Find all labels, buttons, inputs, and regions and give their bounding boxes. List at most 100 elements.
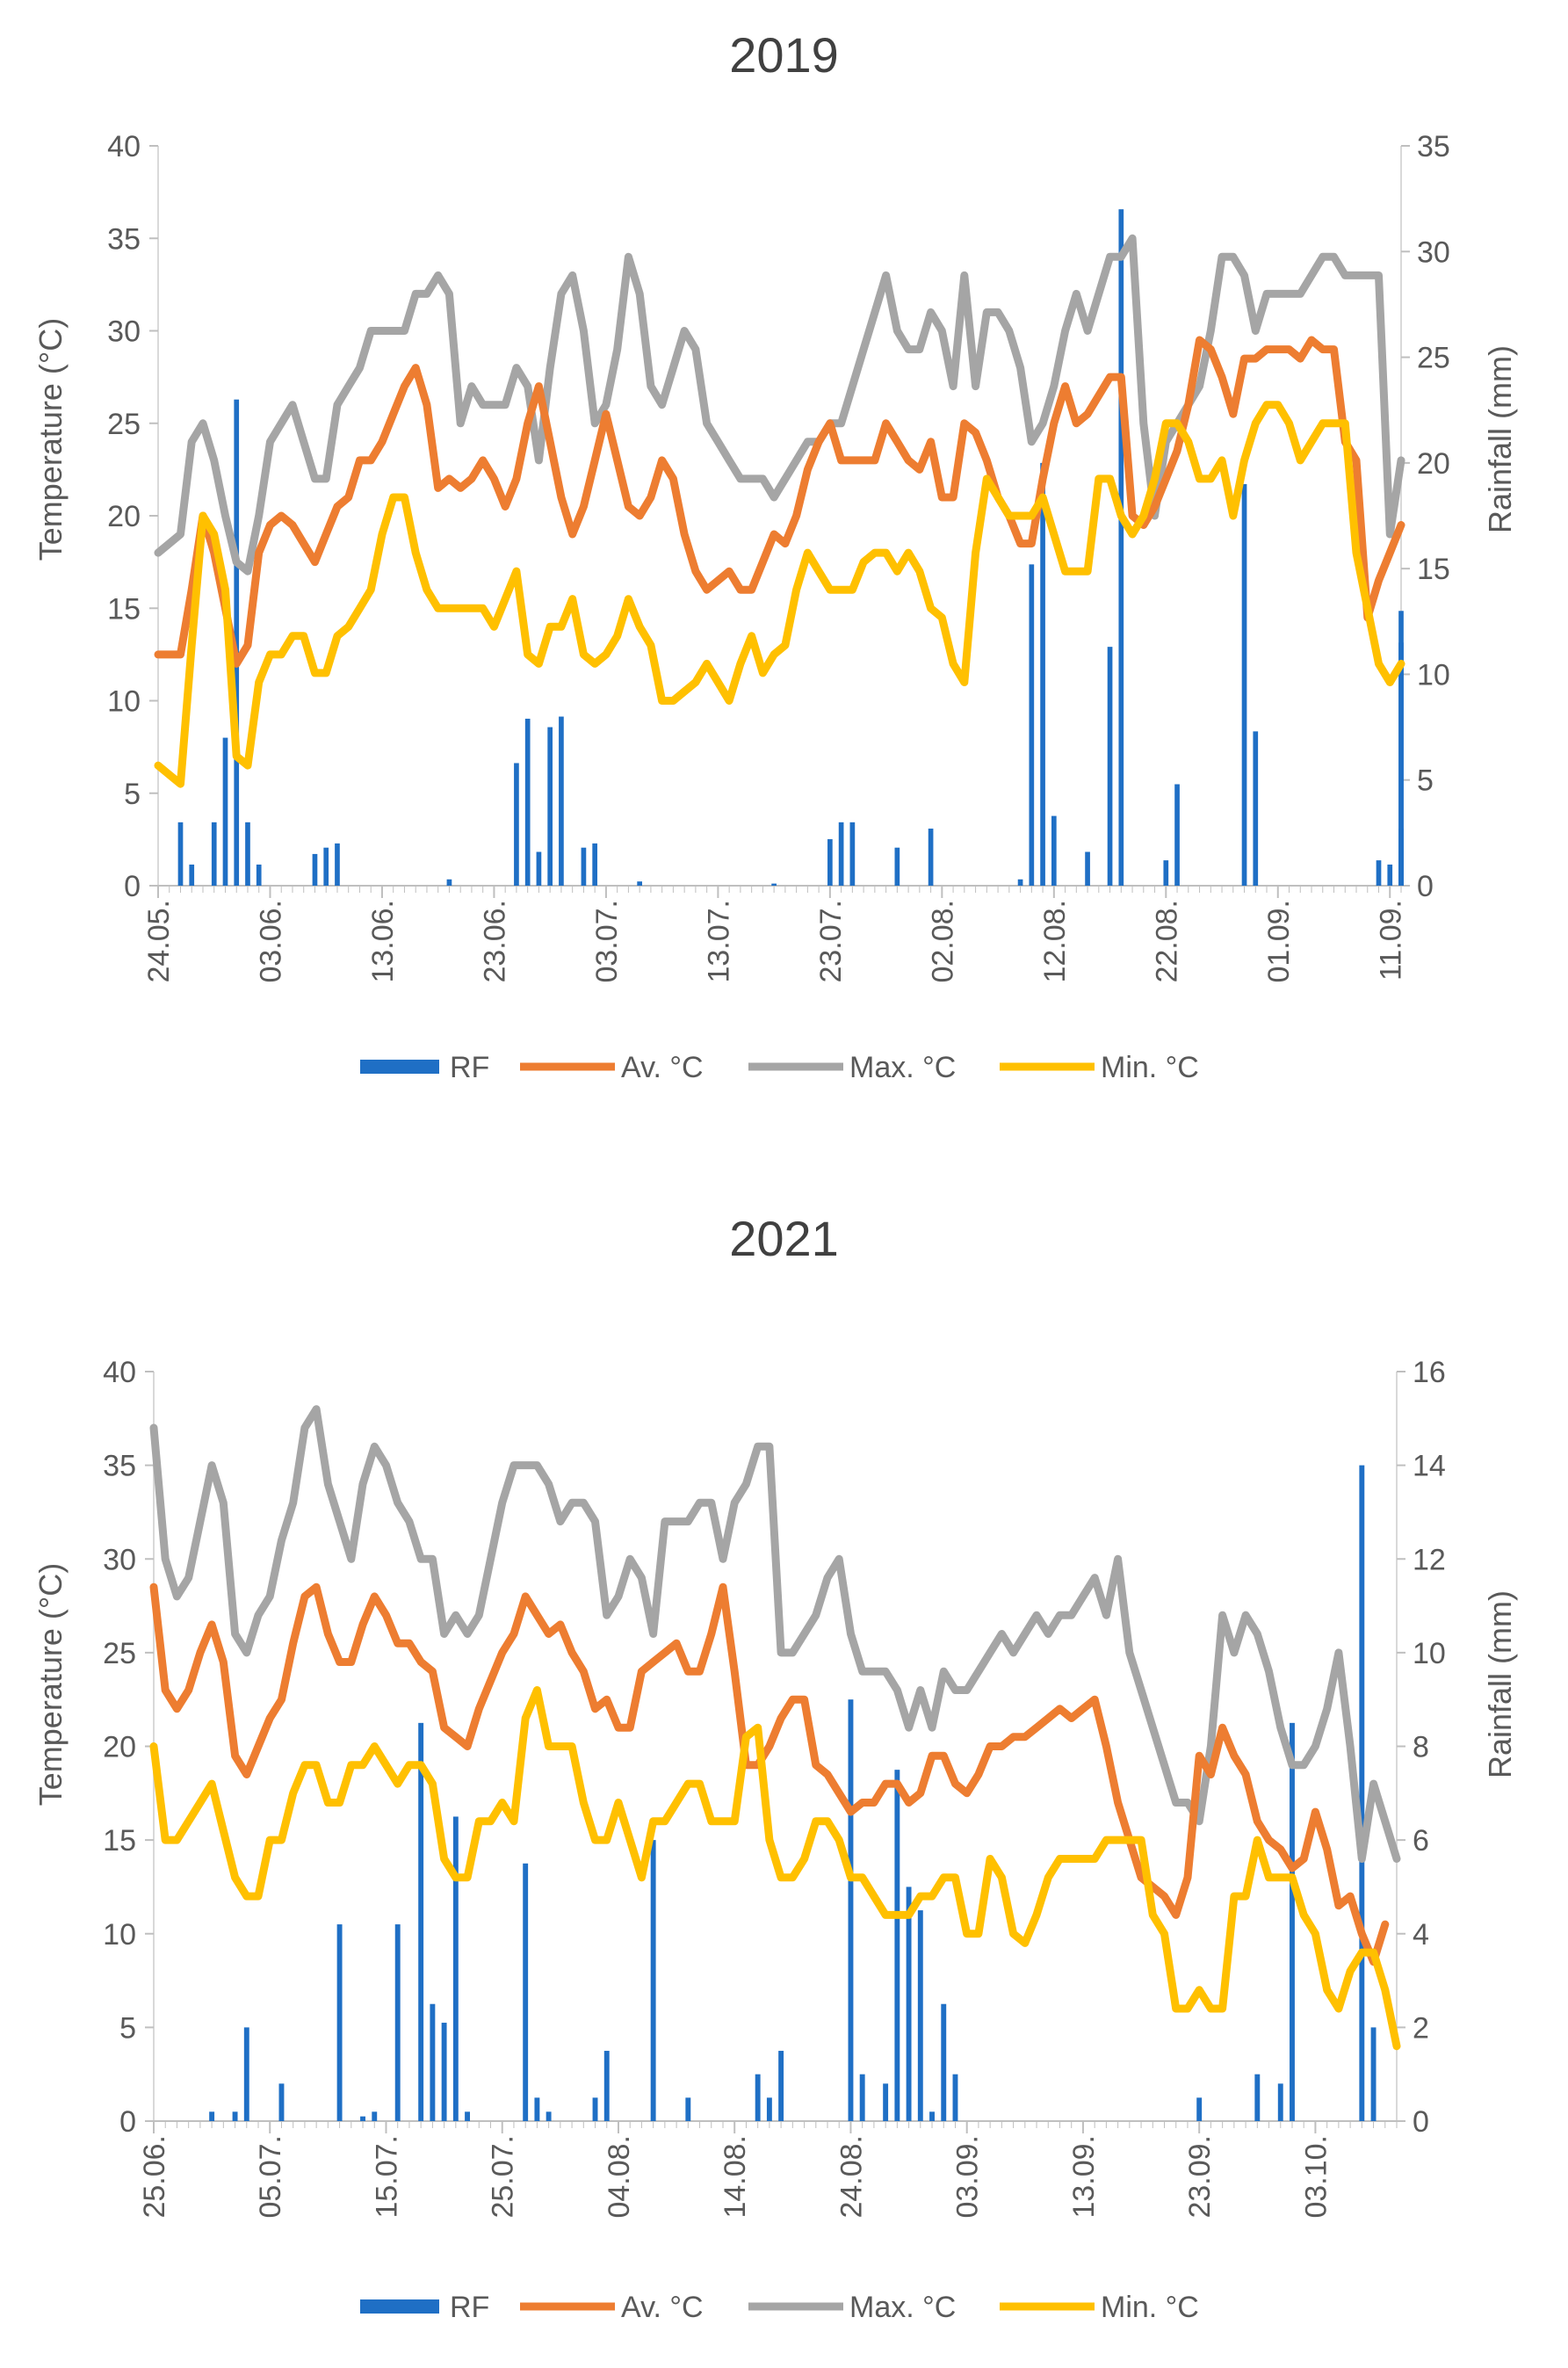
y-tick-label: 5 xyxy=(124,778,141,811)
rainfall-bar xyxy=(446,879,452,886)
y2-tick-label: 8 xyxy=(1413,1731,1429,1764)
rainfall-bar xyxy=(430,2003,436,2121)
x-tick-label: 23.06. xyxy=(478,900,511,983)
x-tick-label: 11.09. xyxy=(1374,900,1407,981)
y-tick-label: 30 xyxy=(103,1543,136,1576)
rainfall-bar xyxy=(1387,864,1393,886)
y2-tick-label: 6 xyxy=(1413,1824,1429,1857)
rainfall-bar xyxy=(1290,1722,1295,2121)
rainfall-bar xyxy=(209,2111,215,2121)
y2-tick-label: 30 xyxy=(1417,235,1450,269)
x-tick-label: 05.07. xyxy=(254,2135,287,2219)
rainfall-bar xyxy=(1174,784,1180,886)
rainfall-bar xyxy=(465,2111,471,2121)
y2-tick-label: 0 xyxy=(1413,2105,1429,2139)
y2-tick-label: 15 xyxy=(1417,553,1450,586)
rainfall-bar xyxy=(592,843,598,886)
rainfall-bar xyxy=(928,829,934,886)
rainfall-bar xyxy=(189,864,195,886)
rainfall-bar xyxy=(234,399,240,887)
y2-tick-label: 14 xyxy=(1413,1450,1446,1483)
rainfall-bar xyxy=(941,2003,947,2121)
x-tick-label: 23.07. xyxy=(814,900,848,983)
rainfall-bar xyxy=(1017,879,1023,886)
y2-tick-label: 10 xyxy=(1417,658,1450,692)
y2-tick-label: 12 xyxy=(1413,1543,1446,1576)
legend-av: Av. °C xyxy=(621,2291,704,2324)
y-tick-label: 25 xyxy=(103,1637,136,1670)
rainfall-bar xyxy=(245,822,250,886)
rainfall-bar xyxy=(452,1816,459,2121)
x-tick-label: 25.07. xyxy=(487,2135,520,2219)
rainfall-bar xyxy=(177,822,184,886)
series-max-line xyxy=(149,1405,1401,1863)
rainfall-bar xyxy=(848,1699,854,2121)
rainfall-bar xyxy=(559,716,564,886)
x-tick-label: 03.06. xyxy=(254,900,287,983)
rainfall-bar xyxy=(766,2097,772,2121)
y-tick-label: 10 xyxy=(103,1918,136,1952)
y-tick-label: 0 xyxy=(119,2105,136,2139)
rainfall-bar xyxy=(1040,462,1045,886)
y2-axis-label: Rainfall (mm) xyxy=(1482,1590,1518,1778)
rainfall-bar xyxy=(1253,731,1259,886)
legend-rf: RF xyxy=(450,1051,489,1084)
rainfall-bar xyxy=(952,2074,958,2121)
x-tick-label: 15.07. xyxy=(370,2135,403,2219)
series-av-line xyxy=(149,1582,1390,1966)
rainfall-bar xyxy=(894,1770,900,2121)
series-min-line xyxy=(154,401,1405,788)
x-tick-label: 01.09. xyxy=(1262,900,1296,983)
y-tick-label: 10 xyxy=(107,685,141,719)
rainfall-bar xyxy=(232,2111,238,2121)
y-tick-label: 35 xyxy=(103,1450,136,1483)
rainfall-bar xyxy=(523,1863,529,2121)
y-tick-label: 20 xyxy=(107,500,141,533)
rainfall-bar xyxy=(441,2023,447,2121)
rainfall-bar xyxy=(394,1924,401,2121)
y2-tick-label: 20 xyxy=(1417,447,1450,481)
rainfall-bar xyxy=(211,822,217,886)
y2-tick-label: 10 xyxy=(1413,1637,1446,1670)
y2-tick-label: 25 xyxy=(1417,342,1450,375)
rainfall-bar xyxy=(1196,2097,1203,2121)
rainfall-bar xyxy=(534,2097,540,2121)
y-tick-label: 5 xyxy=(119,2011,136,2045)
rainfall-bar xyxy=(849,822,856,886)
y2-tick-label: 5 xyxy=(1417,764,1434,798)
rainfall-bar xyxy=(827,839,833,886)
rainfall-bar xyxy=(514,763,519,886)
rainfall-bar xyxy=(1370,2027,1377,2121)
y2-tick-label: 35 xyxy=(1417,130,1450,163)
rainfall-bar xyxy=(524,718,531,886)
x-tick-label: 03.10. xyxy=(1299,2135,1333,2219)
rainfall-bar xyxy=(323,847,329,886)
x-tick-label: 13.07. xyxy=(702,900,735,983)
rainfall-bar xyxy=(418,1722,424,2121)
rainfall-bar xyxy=(603,2051,610,2121)
x-tick-label: 03.07. xyxy=(590,900,624,983)
y-tick-label: 20 xyxy=(103,1731,136,1764)
rainfall-bar xyxy=(771,883,777,886)
rainfall-bar xyxy=(546,2111,552,2121)
legend-rf-swatch xyxy=(360,1060,439,1074)
legend-rf-swatch xyxy=(360,2299,439,2314)
rainfall-bar xyxy=(372,2111,378,2121)
rainfall-bar xyxy=(1241,483,1247,886)
x-tick-label: 23.09. xyxy=(1183,2135,1217,2219)
legend-rf: RF xyxy=(450,2291,489,2324)
y2-tick-label: 2 xyxy=(1413,2011,1429,2045)
legend-min: Min. °C xyxy=(1101,2291,1199,2324)
rainfall-bar xyxy=(929,2111,935,2121)
chart-2019-svg: Temperature (°C) Rainfall (mm) RF Av. °C… xyxy=(33,130,1518,1084)
y-axis-label: Temperature (°C) xyxy=(33,318,69,561)
y-axis-label: Temperature (°C) xyxy=(33,1563,69,1806)
rainfall-bar xyxy=(335,843,340,886)
rainfall-bar xyxy=(536,851,542,886)
legend-min: Min. °C xyxy=(1101,1051,1199,1084)
rainfall-bar xyxy=(222,737,228,886)
x-tick-label: 04.08. xyxy=(603,2135,636,2219)
rainfall-bar xyxy=(894,847,900,886)
rainfall-bar xyxy=(906,1886,912,2121)
y-tick-label: 25 xyxy=(107,408,141,441)
